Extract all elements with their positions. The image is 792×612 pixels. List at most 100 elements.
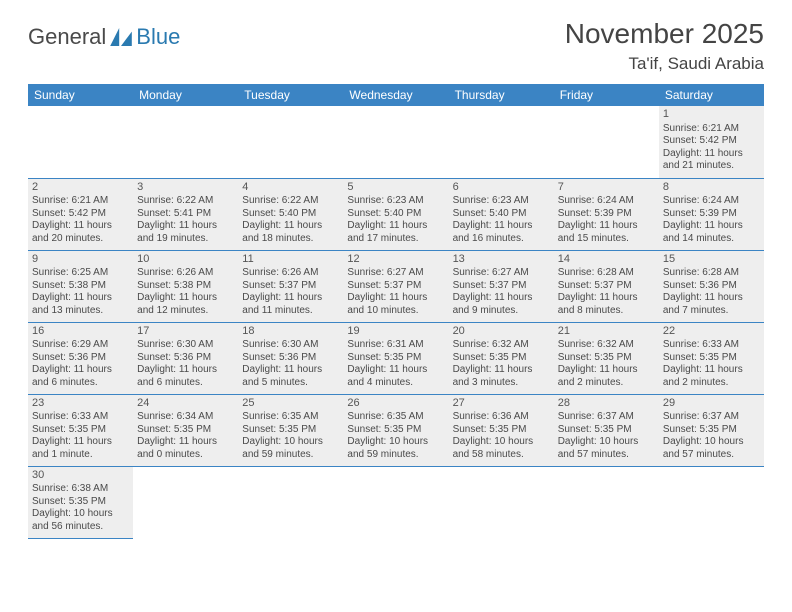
day-number: 26 [347,397,444,411]
day-number: 1 [663,108,760,122]
day-number: 22 [663,325,760,339]
weekday-header: Tuesday [238,84,343,106]
day-number: 30 [32,469,129,483]
day-info: Sunrise: 6:23 AMSunset: 5:40 PMDaylight:… [453,195,550,245]
calendar-day-cell: 7Sunrise: 6:24 AMSunset: 5:39 PMDaylight… [554,178,659,250]
calendar-day-cell: 12Sunrise: 6:27 AMSunset: 5:37 PMDayligh… [343,250,448,322]
calendar-week-row: 16Sunrise: 6:29 AMSunset: 5:36 PMDayligh… [28,322,764,394]
calendar-day-cell [449,466,554,538]
location: Ta'if, Saudi Arabia [565,54,764,74]
calendar-day-cell: 5Sunrise: 6:23 AMSunset: 5:40 PMDaylight… [343,178,448,250]
day-number: 29 [663,397,760,411]
day-info: Sunrise: 6:26 AMSunset: 5:38 PMDaylight:… [137,267,234,317]
calendar-day-cell: 9Sunrise: 6:25 AMSunset: 5:38 PMDaylight… [28,250,133,322]
calendar-day-cell: 17Sunrise: 6:30 AMSunset: 5:36 PMDayligh… [133,322,238,394]
day-info: Sunrise: 6:30 AMSunset: 5:36 PMDaylight:… [137,339,234,389]
calendar-day-cell: 23Sunrise: 6:33 AMSunset: 5:35 PMDayligh… [28,394,133,466]
calendar-day-cell: 26Sunrise: 6:35 AMSunset: 5:35 PMDayligh… [343,394,448,466]
day-info: Sunrise: 6:30 AMSunset: 5:36 PMDaylight:… [242,339,339,389]
day-number: 18 [242,325,339,339]
weekday-header: Monday [133,84,238,106]
day-info: Sunrise: 6:32 AMSunset: 5:35 PMDaylight:… [558,339,655,389]
day-info: Sunrise: 6:24 AMSunset: 5:39 PMDaylight:… [558,195,655,245]
calendar-day-cell: 13Sunrise: 6:27 AMSunset: 5:37 PMDayligh… [449,250,554,322]
calendar-day-cell [343,106,448,178]
title-block: November 2025 Ta'if, Saudi Arabia [565,18,764,74]
day-number: 4 [242,181,339,195]
calendar-week-row: 9Sunrise: 6:25 AMSunset: 5:38 PMDaylight… [28,250,764,322]
day-info: Sunrise: 6:35 AMSunset: 5:35 PMDaylight:… [347,411,444,461]
calendar-day-cell: 6Sunrise: 6:23 AMSunset: 5:40 PMDaylight… [449,178,554,250]
calendar-day-cell: 10Sunrise: 6:26 AMSunset: 5:38 PMDayligh… [133,250,238,322]
logo-sail-icon [110,28,132,46]
weekday-header: Saturday [659,84,764,106]
day-info: Sunrise: 6:24 AMSunset: 5:39 PMDaylight:… [663,195,760,245]
calendar-day-cell [659,466,764,538]
calendar-week-row: 2Sunrise: 6:21 AMSunset: 5:42 PMDaylight… [28,178,764,250]
calendar-day-cell: 4Sunrise: 6:22 AMSunset: 5:40 PMDaylight… [238,178,343,250]
calendar-day-cell: 29Sunrise: 6:37 AMSunset: 5:35 PMDayligh… [659,394,764,466]
calendar-day-cell: 8Sunrise: 6:24 AMSunset: 5:39 PMDaylight… [659,178,764,250]
logo-text-2: Blue [136,24,180,50]
calendar-day-cell: 27Sunrise: 6:36 AMSunset: 5:35 PMDayligh… [449,394,554,466]
day-info: Sunrise: 6:36 AMSunset: 5:35 PMDaylight:… [453,411,550,461]
day-info: Sunrise: 6:27 AMSunset: 5:37 PMDaylight:… [347,267,444,317]
day-number: 12 [347,253,444,267]
day-info: Sunrise: 6:26 AMSunset: 5:37 PMDaylight:… [242,267,339,317]
weekday-header-row: SundayMondayTuesdayWednesdayThursdayFrid… [28,84,764,106]
calendar-day-cell [133,466,238,538]
calendar-day-cell [238,466,343,538]
weekday-header: Thursday [449,84,554,106]
calendar-day-cell: 2Sunrise: 6:21 AMSunset: 5:42 PMDaylight… [28,178,133,250]
weekday-header: Wednesday [343,84,448,106]
calendar-day-cell: 3Sunrise: 6:22 AMSunset: 5:41 PMDaylight… [133,178,238,250]
day-number: 27 [453,397,550,411]
day-number: 24 [137,397,234,411]
calendar-day-cell: 18Sunrise: 6:30 AMSunset: 5:36 PMDayligh… [238,322,343,394]
month-title: November 2025 [565,18,764,50]
day-number: 23 [32,397,129,411]
day-info: Sunrise: 6:37 AMSunset: 5:35 PMDaylight:… [663,411,760,461]
day-number: 25 [242,397,339,411]
calendar-day-cell: 28Sunrise: 6:37 AMSunset: 5:35 PMDayligh… [554,394,659,466]
day-number: 9 [32,253,129,267]
day-info: Sunrise: 6:34 AMSunset: 5:35 PMDaylight:… [137,411,234,461]
calendar-day-cell [238,106,343,178]
day-info: Sunrise: 6:23 AMSunset: 5:40 PMDaylight:… [347,195,444,245]
day-info: Sunrise: 6:33 AMSunset: 5:35 PMDaylight:… [32,411,129,461]
calendar-day-cell [28,106,133,178]
calendar-week-row: 23Sunrise: 6:33 AMSunset: 5:35 PMDayligh… [28,394,764,466]
day-number: 8 [663,181,760,195]
calendar-body: 1Sunrise: 6:21 AMSunset: 5:42 PMDaylight… [28,106,764,538]
calendar-day-cell: 14Sunrise: 6:28 AMSunset: 5:37 PMDayligh… [554,250,659,322]
day-number: 3 [137,181,234,195]
calendar-day-cell [554,466,659,538]
day-number: 6 [453,181,550,195]
day-info: Sunrise: 6:29 AMSunset: 5:36 PMDaylight:… [32,339,129,389]
day-info: Sunrise: 6:37 AMSunset: 5:35 PMDaylight:… [558,411,655,461]
day-number: 20 [453,325,550,339]
day-number: 21 [558,325,655,339]
day-number: 10 [137,253,234,267]
day-number: 19 [347,325,444,339]
logo: General Blue [28,24,180,50]
calendar-day-cell: 11Sunrise: 6:26 AMSunset: 5:37 PMDayligh… [238,250,343,322]
calendar-day-cell: 15Sunrise: 6:28 AMSunset: 5:36 PMDayligh… [659,250,764,322]
calendar-week-row: 30Sunrise: 6:38 AMSunset: 5:35 PMDayligh… [28,466,764,538]
day-info: Sunrise: 6:33 AMSunset: 5:35 PMDaylight:… [663,339,760,389]
day-info: Sunrise: 6:32 AMSunset: 5:35 PMDaylight:… [453,339,550,389]
day-number: 13 [453,253,550,267]
day-info: Sunrise: 6:35 AMSunset: 5:35 PMDaylight:… [242,411,339,461]
weekday-header: Friday [554,84,659,106]
day-number: 17 [137,325,234,339]
day-info: Sunrise: 6:22 AMSunset: 5:41 PMDaylight:… [137,195,234,245]
day-info: Sunrise: 6:21 AMSunset: 5:42 PMDaylight:… [663,123,760,173]
day-number: 28 [558,397,655,411]
calendar-week-row: 1Sunrise: 6:21 AMSunset: 5:42 PMDaylight… [28,106,764,178]
logo-text-1: General [28,24,106,50]
calendar-day-cell: 20Sunrise: 6:32 AMSunset: 5:35 PMDayligh… [449,322,554,394]
day-number: 14 [558,253,655,267]
day-info: Sunrise: 6:21 AMSunset: 5:42 PMDaylight:… [32,195,129,245]
day-number: 7 [558,181,655,195]
calendar-day-cell: 24Sunrise: 6:34 AMSunset: 5:35 PMDayligh… [133,394,238,466]
